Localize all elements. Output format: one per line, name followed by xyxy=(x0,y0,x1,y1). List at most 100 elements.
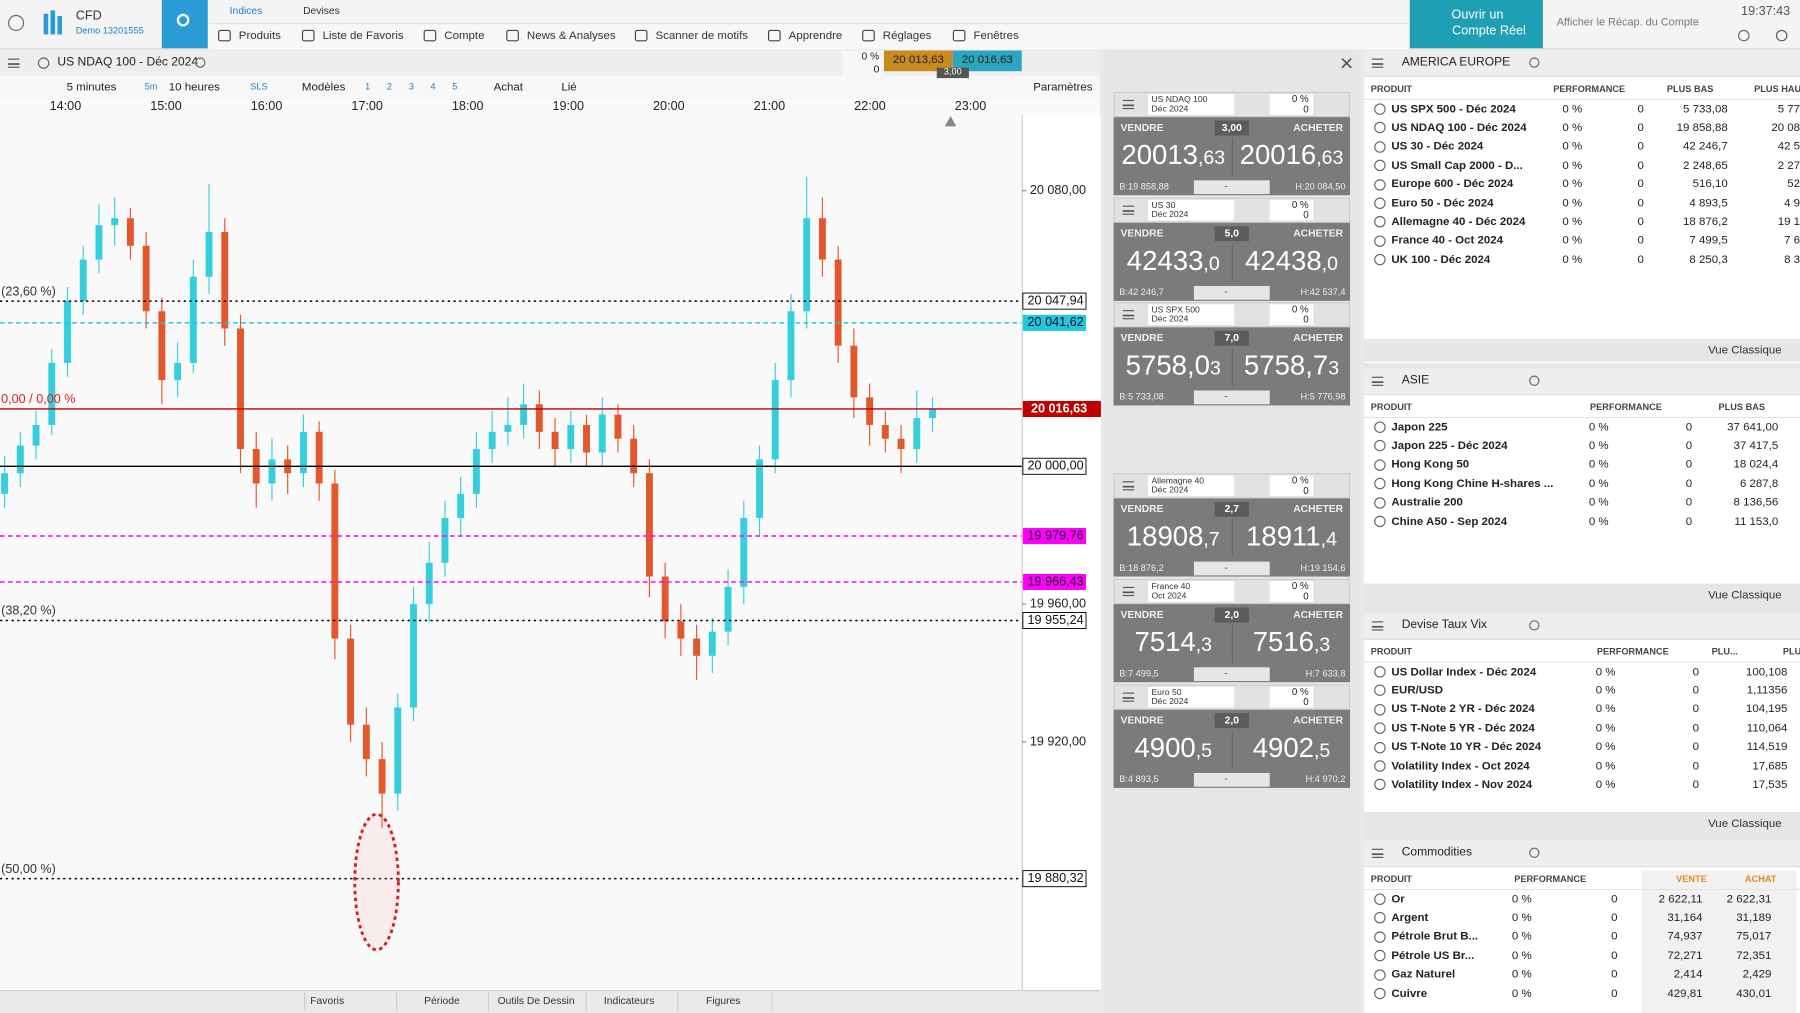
label[interactable]: Scanner de motifs xyxy=(655,29,749,42)
label[interactable]: Hong Kong 50 xyxy=(1391,458,1470,472)
label[interactable]: France 40 - Oct 2024 xyxy=(1391,234,1504,248)
label[interactable]: US Dollar Index - Déc 2024 xyxy=(1391,665,1537,679)
header-search xyxy=(1529,620,1540,631)
label[interactable]: PLUS BAS xyxy=(1718,401,1765,412)
label[interactable]: Commodities xyxy=(1401,845,1473,860)
label[interactable]: Figures xyxy=(706,994,741,1007)
label[interactable]: US T-Note 10 YR - Déc 2024 xyxy=(1391,740,1542,754)
label[interactable]: Vue Classique xyxy=(1708,343,1782,357)
label[interactable]: Liste de Favoris xyxy=(322,29,404,42)
label[interactable]: Vue Classique xyxy=(1708,817,1782,830)
tile-select[interactable] xyxy=(1193,180,1270,195)
label[interactable]: 2 xyxy=(386,81,392,92)
tile-select[interactable] xyxy=(1193,561,1270,576)
label[interactable]: PLU xyxy=(1782,646,1800,657)
label[interactable]: UK 100 - Déc 2024 xyxy=(1391,253,1491,267)
label[interactable]: Vue Classique xyxy=(1708,588,1782,602)
label[interactable]: Hong Kong Chine H-shares ... xyxy=(1391,477,1554,491)
tile-name-box xyxy=(1148,304,1235,326)
candle-body xyxy=(787,311,795,381)
label[interactable]: PERFORMANCE xyxy=(1596,646,1669,657)
label[interactable]: Fenêtres xyxy=(973,29,1019,42)
label[interactable]: AMERICA EUROPE xyxy=(1401,55,1511,70)
label[interactable]: Modèles xyxy=(301,80,346,94)
label[interactable]: Ouvrir un xyxy=(1451,7,1504,22)
label[interactable]: PLUS BAS xyxy=(1666,83,1714,94)
label: 0 xyxy=(1303,590,1309,603)
label[interactable]: 10 heures xyxy=(168,80,220,94)
label[interactable]: Indicateurs xyxy=(603,994,655,1007)
label[interactable]: Lié xyxy=(561,80,577,94)
label[interactable]: 4 xyxy=(430,81,436,92)
label[interactable]: EUR/USD xyxy=(1391,684,1444,698)
label[interactable]: PLU... xyxy=(1711,646,1738,657)
label[interactable]: PRODUIT xyxy=(1370,646,1413,657)
label[interactable]: Gaz Naturel xyxy=(1391,968,1456,981)
buy-button[interactable] xyxy=(952,50,1022,72)
label[interactable]: Compte xyxy=(444,29,485,42)
label[interactable]: US T-Note 5 YR - Déc 2024 xyxy=(1391,722,1535,735)
label[interactable]: Europe 600 - Déc 2024 xyxy=(1391,178,1514,191)
label[interactable]: Paramètres xyxy=(1033,80,1093,94)
label[interactable]: Afficher le Récap. du Compte xyxy=(1556,15,1699,29)
tile-select[interactable] xyxy=(1193,667,1270,682)
menu-icon xyxy=(1122,481,1135,491)
label[interactable]: Compte Réel xyxy=(1452,24,1526,38)
label[interactable]: PRODUIT xyxy=(1370,401,1413,412)
label[interactable]: Outils De Dessin xyxy=(497,994,575,1007)
label[interactable]: Chine A50 - Sep 2024 xyxy=(1391,515,1508,528)
label[interactable]: SLS xyxy=(250,81,268,92)
label[interactable]: 5 xyxy=(452,81,458,92)
label[interactable]: Pétrole Brut B... xyxy=(1391,930,1479,944)
sell-button[interactable] xyxy=(883,50,953,72)
tile-select[interactable] xyxy=(1193,390,1270,405)
label[interactable]: Allemagne 40 - Déc 2024 xyxy=(1391,215,1526,229)
label[interactable]: Japon 225 - Déc 2024 xyxy=(1391,439,1508,453)
label[interactable]: Achat xyxy=(493,80,524,94)
label[interactable]: 3 xyxy=(408,81,414,92)
candle-body xyxy=(111,218,119,226)
label[interactable]: Devise Taux Vix xyxy=(1401,618,1488,632)
tile-price: 20013,63 xyxy=(1121,142,1225,170)
label[interactable]: VENTE xyxy=(1676,873,1707,884)
label[interactable]: PLUS HAU xyxy=(1754,83,1800,94)
label[interactable]: PERFORMANCE xyxy=(1589,401,1662,412)
label[interactable]: Argent xyxy=(1391,911,1429,925)
label[interactable]: News & Analyses xyxy=(526,29,616,42)
label[interactable]: PERFORMANCE xyxy=(1514,873,1587,884)
label[interactable]: Euro 50 - Déc 2024 xyxy=(1391,196,1494,210)
label[interactable]: Pétrole US Br... xyxy=(1391,949,1475,963)
label[interactable]: 1 xyxy=(365,81,371,92)
label[interactable]: ACHAT xyxy=(1744,873,1777,884)
label[interactable]: 5m xyxy=(144,81,158,92)
tile-select[interactable] xyxy=(1193,772,1270,787)
label[interactable]: US 30 - Déc 2024 xyxy=(1391,140,1484,154)
label[interactable]: Indices xyxy=(229,4,263,17)
label[interactable]: PRODUIT xyxy=(1370,83,1413,94)
label[interactable]: Devises xyxy=(303,4,340,17)
label[interactable]: Japon 225 xyxy=(1391,420,1448,434)
label[interactable]: ASIE xyxy=(1401,373,1430,388)
label[interactable]: 5 minutes xyxy=(66,80,117,94)
label[interactable]: Produits xyxy=(238,29,281,42)
logo xyxy=(50,10,56,35)
price-fraction: 3 xyxy=(1328,357,1340,380)
label[interactable]: Réglages xyxy=(882,29,932,42)
label[interactable]: US NDAQ 100 - Déc 2024 xyxy=(1391,121,1527,135)
label[interactable]: Or xyxy=(1391,892,1405,906)
label[interactable]: US T-Note 2 YR - Déc 2024 xyxy=(1391,703,1535,716)
label[interactable]: Apprendre xyxy=(788,29,843,42)
label[interactable]: Volatility Index - Oct 2024 xyxy=(1391,759,1530,773)
tile-select[interactable] xyxy=(1193,285,1270,300)
label[interactable]: Cuivre xyxy=(1391,987,1428,1000)
label[interactable]: PRODUIT xyxy=(1370,873,1413,884)
label[interactable]: Favoris xyxy=(310,994,345,1007)
label[interactable]: US Small Cap 2000 - D... xyxy=(1391,159,1523,172)
cta-button[interactable] xyxy=(1409,0,1543,49)
label: 0 xyxy=(1303,209,1309,221)
label[interactable]: Australie 200 xyxy=(1391,496,1463,509)
label[interactable]: PERFORMANCE xyxy=(1553,83,1626,94)
label[interactable]: Période xyxy=(424,994,460,1007)
label[interactable]: Volatility Index - Nov 2024 xyxy=(1391,778,1533,792)
label[interactable]: US SPX 500 - Déc 2024 xyxy=(1391,102,1516,116)
